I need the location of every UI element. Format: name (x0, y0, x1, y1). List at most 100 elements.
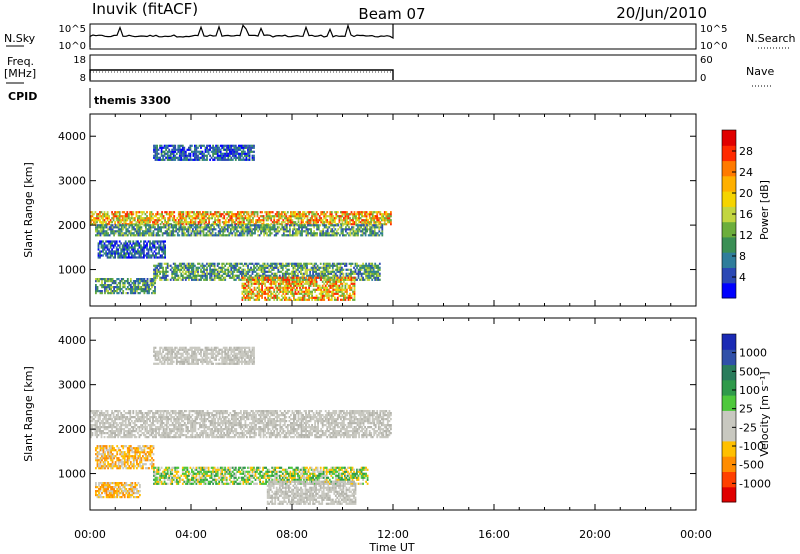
echo-cell (123, 432, 126, 435)
echo-cell (371, 266, 374, 269)
echo-cell (161, 213, 163, 216)
echo-cell (99, 254, 101, 257)
freq-trace (89, 69, 394, 80)
echo-cell (354, 278, 357, 281)
echo-cell (169, 226, 172, 229)
echo-cell (267, 278, 270, 281)
echo-cell (203, 274, 205, 277)
echo-cell (149, 219, 151, 222)
echo-cell (296, 298, 298, 301)
echo-cell (156, 272, 158, 275)
echo-cell (149, 240, 151, 243)
echo-cell (171, 217, 174, 220)
echo-cell (102, 418, 104, 421)
station-title: Inuvik (fitACF) (92, 0, 198, 18)
echo-cell (110, 286, 112, 289)
echo-cell (346, 232, 349, 235)
echo-cell (156, 221, 159, 224)
echo-cell (212, 278, 214, 281)
echo-cell (181, 274, 184, 277)
echo-cell (271, 296, 274, 299)
echo-cell (248, 226, 250, 229)
echo-cell (239, 270, 242, 273)
echo-cell (133, 424, 136, 427)
echo-cell (98, 230, 100, 233)
echo-cell (374, 272, 377, 275)
echo-cell (189, 154, 192, 157)
echo-cell (200, 152, 202, 155)
echo-cell (357, 232, 359, 235)
echo-cell (135, 215, 138, 218)
echo-cell (197, 154, 199, 157)
echo-cell (193, 217, 195, 220)
echo-cell (118, 217, 121, 220)
echo-cell (327, 280, 330, 283)
echo-cell (358, 221, 360, 224)
echo-cell (157, 224, 159, 227)
echo-cell (135, 414, 138, 417)
echo-cell (138, 221, 141, 224)
echo-cell (152, 290, 155, 293)
echo-cell (231, 264, 234, 267)
echo-cell (150, 256, 153, 259)
echo-cell (96, 424, 98, 427)
echo-cell (213, 146, 216, 149)
echo-cell (277, 276, 280, 279)
echo-cell (246, 292, 248, 295)
echo-cell (204, 272, 207, 275)
echo-cell (300, 296, 303, 299)
echo-cell (275, 274, 278, 277)
echo-cell (146, 288, 149, 291)
echo-cell (285, 215, 288, 218)
echo-cell (224, 144, 227, 147)
echo-cell (196, 211, 198, 214)
echo-cell (188, 278, 190, 281)
echo-cell (330, 284, 333, 287)
echo-cell (153, 274, 155, 277)
echo-cell (346, 224, 349, 227)
echo-cell (165, 428, 168, 431)
echo-cell (153, 148, 155, 151)
echo-cell (156, 156, 158, 159)
echo-cell (309, 272, 311, 275)
echo-cell (149, 226, 152, 229)
echo-cell (158, 416, 160, 419)
echo-cell (153, 436, 156, 439)
echo-cell (316, 224, 318, 227)
echo-cell (315, 266, 317, 269)
echo-cell (99, 252, 101, 255)
echo-cell (153, 215, 156, 218)
echo-cell (255, 278, 257, 281)
echo-cell (279, 282, 282, 285)
echo-cell (138, 215, 141, 218)
echo-cell (308, 288, 310, 291)
echo-cell (332, 234, 335, 237)
echo-cell (341, 290, 344, 293)
echo-cell (146, 418, 148, 421)
echo-cell (164, 244, 166, 247)
echo-cell (156, 148, 158, 151)
echo-cell (275, 272, 278, 275)
echo-cell (262, 280, 265, 283)
echo-cell (126, 242, 129, 245)
echo-cell (155, 432, 157, 435)
echo-cell (375, 226, 378, 229)
echo-cell (264, 224, 267, 227)
echo-cell (271, 278, 274, 281)
echo-cell (146, 428, 148, 431)
echo-cell (373, 230, 376, 233)
echo-cell (198, 266, 201, 269)
echo-cell (144, 246, 147, 249)
echo-cell (239, 234, 241, 237)
echo-cell (201, 144, 204, 147)
echo-cell (241, 268, 243, 271)
echo-cell (222, 148, 225, 151)
echo-cell (316, 266, 319, 269)
echo-cell (253, 268, 255, 271)
echo-cell (313, 268, 316, 271)
echo-cell (309, 270, 311, 273)
echo-cell (292, 266, 295, 269)
echo-cell (215, 146, 217, 149)
echo-cell (157, 262, 160, 265)
echo-cell (102, 213, 104, 216)
